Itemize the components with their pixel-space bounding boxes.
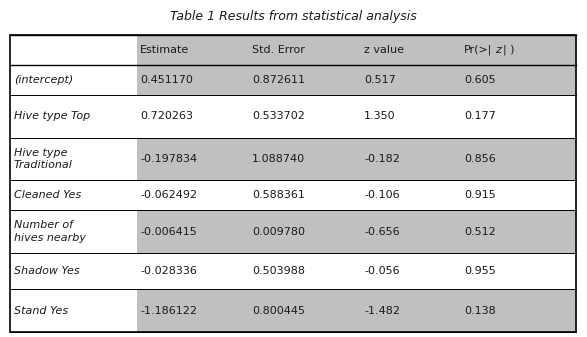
Bar: [461, 95, 576, 137]
Text: -0.106: -0.106: [364, 190, 400, 200]
Bar: [137, 35, 249, 65]
Bar: [360, 95, 461, 137]
Text: z value: z value: [363, 45, 404, 55]
Text: (intercept): (intercept): [14, 75, 73, 85]
Bar: [249, 65, 360, 95]
Bar: [360, 65, 461, 95]
Text: | ): | ): [503, 44, 514, 55]
Bar: [10, 35, 576, 332]
Bar: [249, 137, 360, 180]
Bar: [10, 35, 137, 65]
Text: 0.955: 0.955: [464, 266, 496, 276]
Bar: [10, 253, 137, 289]
Text: 0.517: 0.517: [364, 75, 396, 85]
Bar: [137, 137, 249, 180]
Text: 0.588361: 0.588361: [252, 190, 305, 200]
Bar: [461, 180, 576, 210]
Bar: [461, 289, 576, 332]
Text: -0.182: -0.182: [364, 154, 400, 164]
Text: z: z: [495, 45, 501, 55]
Bar: [137, 289, 249, 332]
Bar: [249, 289, 360, 332]
Text: -0.056: -0.056: [364, 266, 400, 276]
Text: Estimate: Estimate: [140, 45, 189, 55]
Bar: [137, 180, 249, 210]
Text: -0.197834: -0.197834: [140, 154, 197, 164]
Text: 0.177: 0.177: [464, 111, 496, 121]
Text: 0.856: 0.856: [464, 154, 496, 164]
Bar: [360, 289, 461, 332]
Bar: [137, 95, 249, 137]
Bar: [461, 137, 576, 180]
Bar: [10, 180, 137, 210]
Bar: [10, 65, 137, 95]
Text: -0.656: -0.656: [364, 226, 400, 237]
Bar: [137, 210, 249, 253]
Bar: [10, 210, 137, 253]
Text: Shadow Yes: Shadow Yes: [14, 266, 79, 276]
Bar: [461, 65, 576, 95]
Text: 0.503988: 0.503988: [252, 266, 305, 276]
Bar: [360, 35, 461, 65]
Text: 0.533702: 0.533702: [252, 111, 305, 121]
Text: 0.605: 0.605: [464, 75, 496, 85]
Text: Pr(>|: Pr(>|: [464, 44, 492, 55]
Bar: [249, 95, 360, 137]
Text: 0.800445: 0.800445: [252, 306, 305, 316]
Bar: [10, 95, 137, 137]
Bar: [360, 137, 461, 180]
Text: 0.512: 0.512: [464, 226, 496, 237]
Text: 0.872611: 0.872611: [252, 75, 305, 85]
Bar: [10, 137, 137, 180]
Text: Table 1 Results from statistical analysis: Table 1 Results from statistical analysi…: [170, 10, 417, 23]
Bar: [461, 35, 576, 65]
Bar: [249, 180, 360, 210]
Text: Hive type Top: Hive type Top: [14, 111, 90, 121]
Bar: [360, 180, 461, 210]
Bar: [249, 253, 360, 289]
Bar: [360, 253, 461, 289]
Text: 0.915: 0.915: [464, 190, 496, 200]
Bar: [137, 65, 249, 95]
Text: -0.062492: -0.062492: [140, 190, 197, 200]
Bar: [360, 210, 461, 253]
Text: Hive type
Traditional: Hive type Traditional: [14, 148, 73, 171]
Text: Number of
hives nearby: Number of hives nearby: [14, 220, 86, 243]
Bar: [461, 210, 576, 253]
Text: 1.350: 1.350: [364, 111, 396, 121]
Text: 0.138: 0.138: [464, 306, 496, 316]
Bar: [461, 253, 576, 289]
Text: -0.028336: -0.028336: [140, 266, 197, 276]
Bar: [137, 253, 249, 289]
Bar: [249, 35, 360, 65]
Text: 0.451170: 0.451170: [140, 75, 193, 85]
Text: -0.006415: -0.006415: [140, 226, 197, 237]
Text: 1.088740: 1.088740: [252, 154, 305, 164]
Text: -1.186122: -1.186122: [140, 306, 197, 316]
Text: Std. Error: Std. Error: [252, 45, 305, 55]
Text: 0.720263: 0.720263: [140, 111, 193, 121]
Text: Stand Yes: Stand Yes: [14, 306, 68, 316]
Bar: [249, 210, 360, 253]
Text: 0.009780: 0.009780: [252, 226, 305, 237]
Text: Cleaned Yes: Cleaned Yes: [14, 190, 81, 200]
Text: -1.482: -1.482: [364, 306, 400, 316]
Bar: [10, 289, 137, 332]
